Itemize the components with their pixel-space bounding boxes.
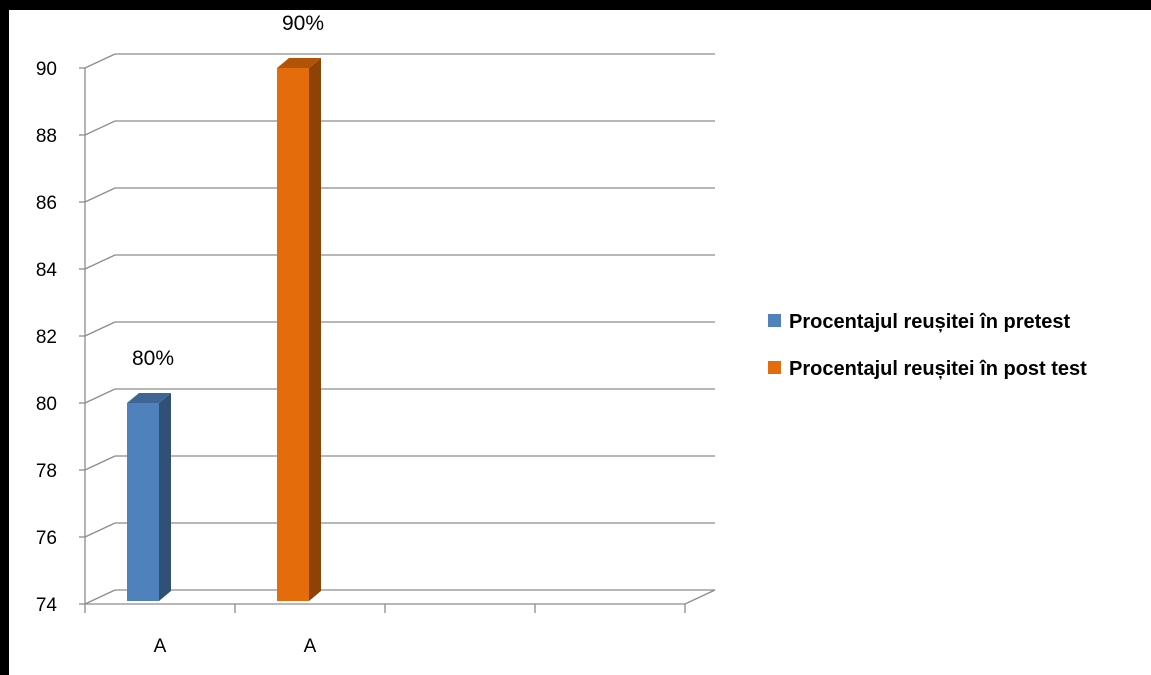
y-tick-label: 76 [36, 528, 57, 549]
y-tick-label: 84 [36, 260, 58, 281]
legend-swatch [768, 361, 781, 374]
y-tick-label: 82 [36, 327, 57, 348]
legend-label: Procentajul reușitei în post test [789, 358, 1087, 380]
y-tick-label: 90 [36, 59, 57, 80]
bar-side [309, 58, 321, 601]
y-tick-label: 88 [36, 126, 57, 147]
gridline-side [84, 187, 116, 203]
y-tick-label: 74 [36, 595, 58, 616]
legend-swatch [768, 314, 781, 327]
bar-side [159, 393, 171, 601]
gridline-side [84, 321, 116, 337]
gridline-side [84, 388, 116, 404]
gridline-side [84, 455, 116, 471]
bar-top [277, 58, 321, 68]
x-tick-label: A [154, 636, 167, 657]
floor-edge [684, 589, 716, 605]
y-tick-label: 80 [36, 394, 57, 415]
bar [127, 403, 159, 601]
y-tick-label: 86 [36, 193, 57, 214]
gridline-side [84, 53, 116, 69]
y-tick-label: 78 [36, 461, 57, 482]
bar-top [127, 393, 171, 403]
gridline-side [84, 120, 116, 136]
legend-label: Procentajul reușitei în pretest [789, 311, 1071, 333]
gridline-side [84, 589, 116, 605]
data-label: 90% [282, 12, 324, 35]
bar [277, 68, 309, 601]
data-label: 80% [132, 347, 174, 370]
gridline-side [84, 522, 116, 538]
gridline-side [84, 254, 116, 270]
x-tick-label: A [304, 636, 317, 657]
